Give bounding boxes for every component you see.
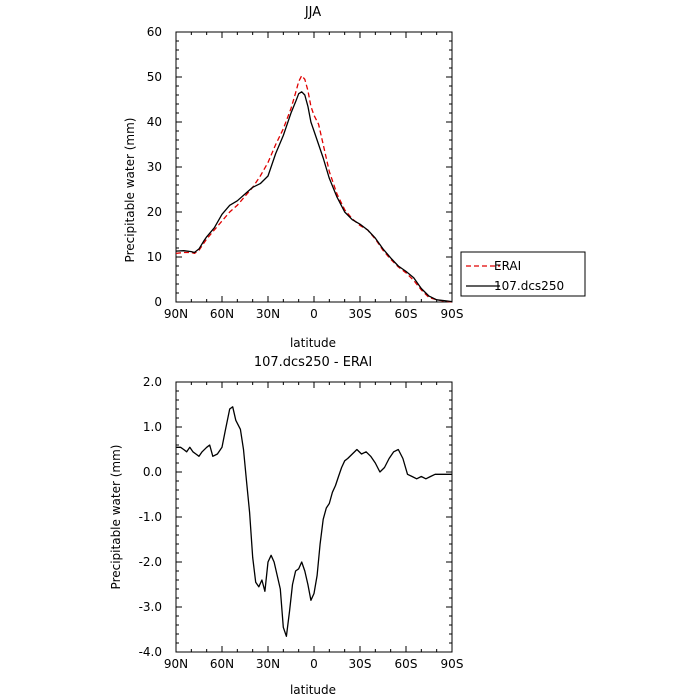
legend-label-erai: ERAI [494,259,521,273]
top-y-tick-label: 10 [147,250,162,264]
top-y-tick-label: 30 [147,160,162,174]
bottom-panel: 107.dcs250 - ERAI latitude Precipitable … [109,355,372,697]
bottom-y-axis-label: Precipitable water (mm) [109,445,123,590]
top-y-tick-label: 0 [154,295,162,309]
bottom-chart-title: 107.dcs250 - ERAI [254,355,372,370]
legend-box [460,251,586,297]
top-x-tick-label: 30N [256,307,280,321]
top-y-tick-label: 60 [147,25,162,39]
bottom-x-axis-label: latitude [290,683,336,697]
top-plot-area: 90N 60N 30N 0 30S 60S 90S 0 10 20 30 40 50 60 [147,25,464,321]
top-y-tick-label: 50 [147,70,162,84]
bottom-y-tick-label: -3.0 [139,600,162,614]
bottom-x-tick-label: 60S [395,657,418,671]
top-chart-title: JJA [304,5,321,20]
bottom-plot-frame [175,381,453,653]
bottom-x-tick-label: 0 [310,657,318,671]
bottom-series-line-difference [176,406,452,637]
bottom-y-tick-label: 0.0 [143,465,162,479]
top-x-tick-label: 90S [441,307,464,321]
bottom-y-tick-label: -1.0 [139,510,162,524]
top-x-axis-label: latitude [290,336,336,350]
bottom-plot-area: 90N 60N 30N 0 30S 60S 90S 2.0 1.0 0.0 -1.0 -2.0 -3.0… [139,375,464,671]
bottom-x-tick-label: 30S [349,657,372,671]
top-x-tick-label: 60N [210,307,234,321]
top-x-tick-label: 90N [164,307,188,321]
top-x-tick-label: 60S [395,307,418,321]
bottom-y-tick-label: 1.0 [143,420,162,434]
bottom-y-tick-label: 2.0 [143,375,162,389]
bottom-x-tick-label: 60N [210,657,234,671]
legend-label-107-dcs250: 107.dcs250 [494,279,564,293]
top-y-tick-label: 40 [147,115,162,129]
top-y-axis-label: Precipitable water (mm) [123,118,137,263]
top-y-tick-label: 20 [147,205,162,219]
bottom-x-tick-label: 90S [441,657,464,671]
top-x-tick-label: 30S [349,307,372,321]
top-series-line-107-dcs250 [175,91,453,303]
bottom-y-tick-label: -2.0 [139,555,162,569]
bottom-y-tick-label: -4.0 [139,645,162,659]
top-x-tick-label: 0 [310,307,318,321]
bottom-x-tick-label: 30N [256,657,280,671]
top-plot-frame [175,31,453,303]
top-panel: JJA latitude Precipitable water (mm) [123,5,336,350]
bottom-x-tick-label: 90N [164,657,188,671]
top-series-line-erai [175,75,453,303]
top-legend: ERAI 107.dcs250 [460,251,586,297]
